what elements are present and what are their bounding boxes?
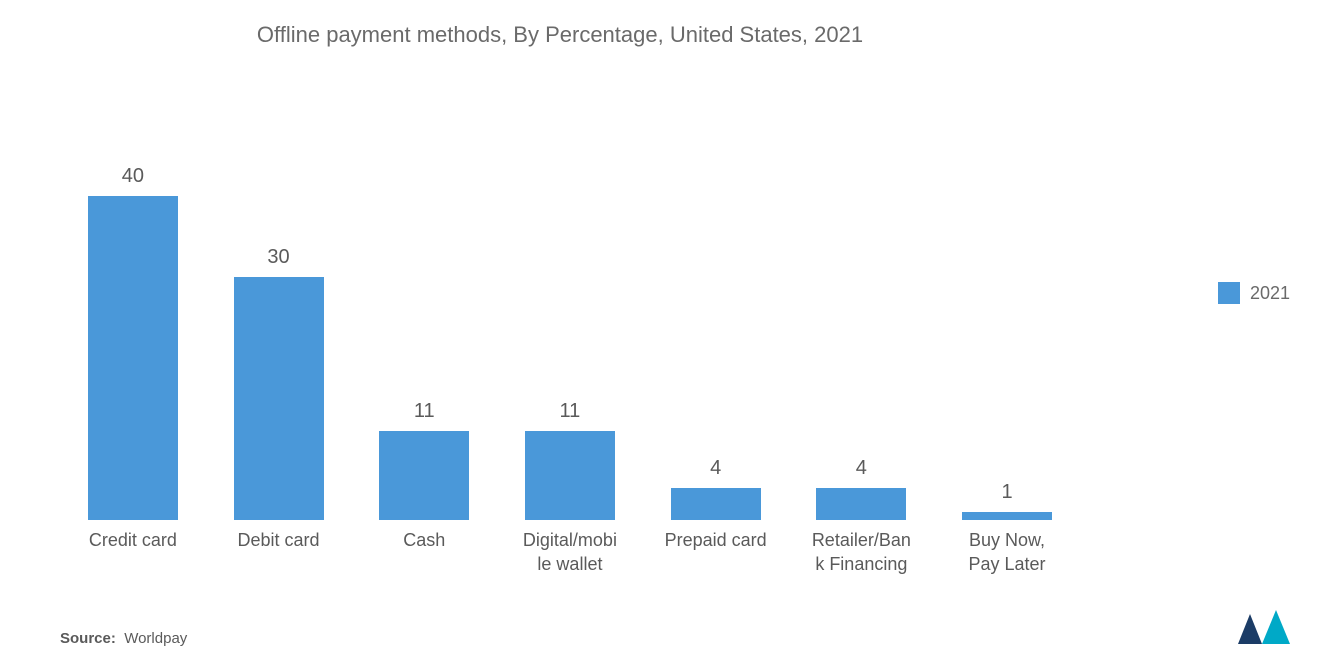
bar-value-label: 1 (934, 481, 1080, 504)
bar-group: 11 (351, 90, 497, 520)
bars-layer: 40301111441 (60, 90, 1080, 520)
bar (962, 512, 1052, 520)
bar-value-label: 11 (351, 400, 497, 423)
legend: 2021 (1218, 282, 1290, 304)
bar (671, 488, 761, 520)
x-axis-label: Credit card (60, 528, 206, 552)
bar-group: 4 (789, 90, 935, 520)
bar-value-label: 40 (60, 165, 206, 188)
x-axis-label: Retailer/Ban k Financing (789, 528, 935, 577)
logo-bar-2 (1262, 610, 1290, 644)
x-axis-label: Debit card (206, 528, 352, 552)
source-name: Worldpay (124, 630, 187, 647)
bar (525, 431, 615, 520)
bar-group: 1 (934, 90, 1080, 520)
source-label: Source: (60, 630, 116, 647)
x-axis-label: Buy Now, Pay Later (934, 528, 1080, 577)
legend-label: 2021 (1250, 283, 1290, 304)
plot-area: 40301111441 (60, 90, 1080, 520)
logo-bar-1 (1238, 614, 1262, 644)
bar-group: 30 (206, 90, 352, 520)
x-axis-label: Digital/mobi le wallet (497, 528, 643, 577)
chart-title: Offline payment methods, By Percentage, … (0, 22, 1120, 48)
legend-swatch (1218, 282, 1240, 304)
bar-value-label: 4 (789, 457, 935, 480)
x-axis-label: Prepaid card (643, 528, 789, 552)
bar (816, 488, 906, 520)
bar-group: 11 (497, 90, 643, 520)
source-footer: Source: Worldpay (60, 630, 187, 647)
bar-value-label: 11 (497, 400, 643, 423)
bar-group: 4 (643, 90, 789, 520)
bar (234, 277, 324, 520)
bar-value-label: 30 (206, 246, 352, 269)
bar (379, 431, 469, 520)
bar-group: 40 (60, 90, 206, 520)
bar-chart: Offline payment methods, By Percentage, … (0, 0, 1320, 665)
bar (88, 196, 178, 520)
mordor-logo-icon (1236, 608, 1300, 651)
bar-value-label: 4 (643, 457, 789, 480)
x-axis-label: Cash (351, 528, 497, 552)
